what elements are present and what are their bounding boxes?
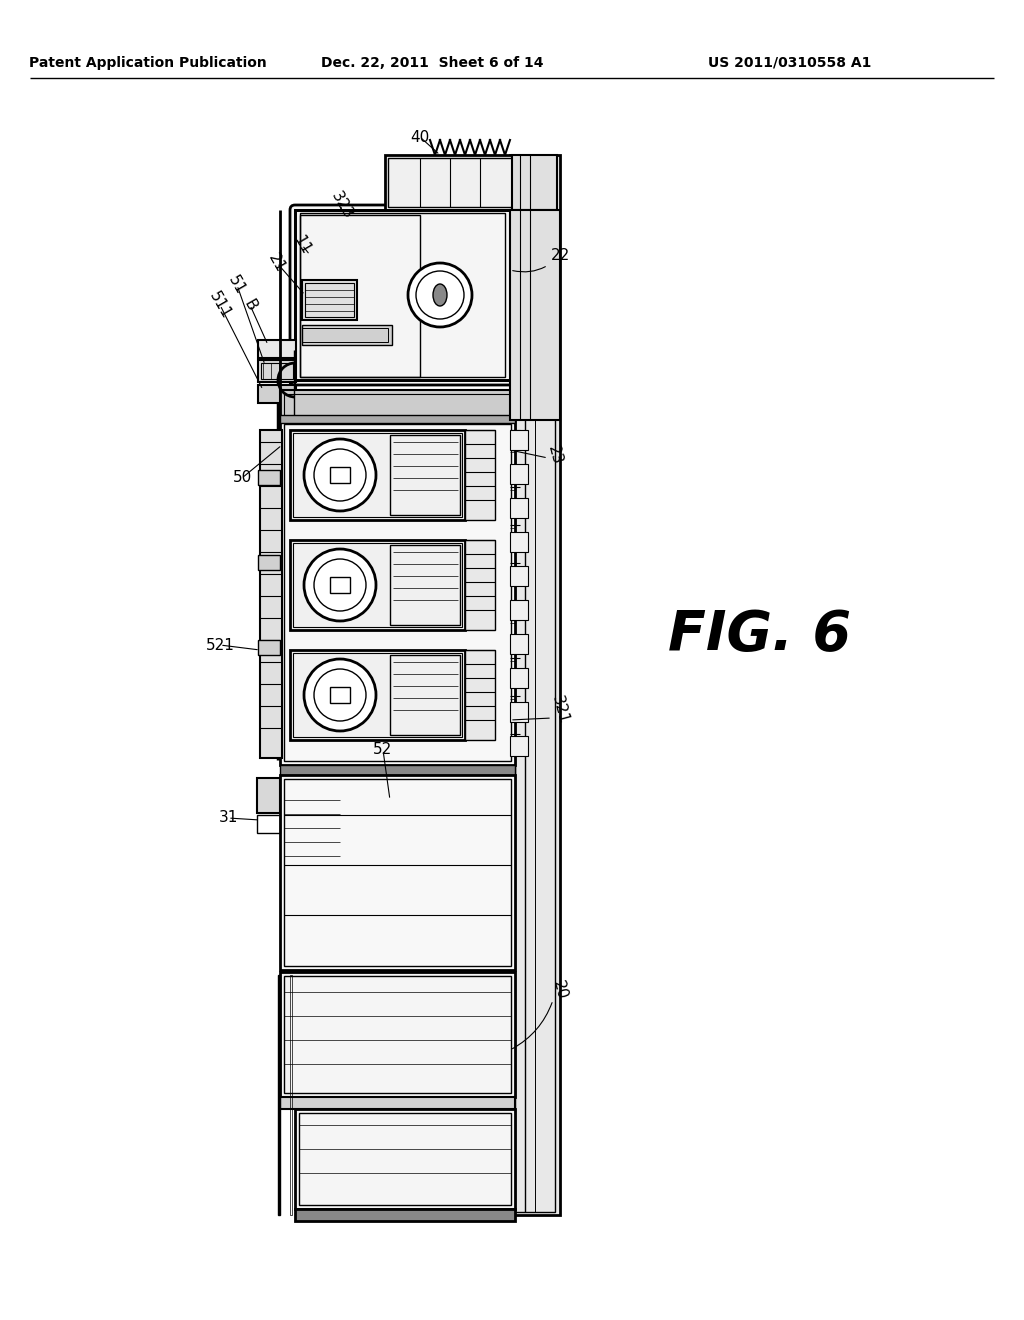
Bar bbox=[510, 210, 560, 420]
Bar bbox=[290, 430, 465, 520]
Bar bbox=[385, 154, 515, 210]
Text: 23: 23 bbox=[545, 444, 565, 466]
Text: 52: 52 bbox=[374, 742, 392, 758]
Bar bbox=[510, 532, 528, 552]
Bar bbox=[510, 634, 528, 653]
Text: 22: 22 bbox=[513, 248, 569, 272]
Bar bbox=[330, 467, 350, 483]
Bar bbox=[465, 649, 495, 741]
Text: US 2011/0310558 A1: US 2011/0310558 A1 bbox=[709, 55, 871, 70]
Bar bbox=[290, 540, 465, 630]
Bar bbox=[280, 972, 515, 1097]
Ellipse shape bbox=[433, 284, 447, 306]
Bar bbox=[258, 385, 296, 403]
Bar bbox=[299, 1113, 511, 1205]
Bar bbox=[510, 154, 560, 1214]
Bar bbox=[302, 325, 392, 345]
Bar bbox=[284, 975, 511, 1093]
Text: 321: 321 bbox=[549, 694, 571, 726]
Bar bbox=[278, 975, 280, 1214]
Bar bbox=[260, 430, 282, 758]
Bar bbox=[305, 282, 354, 317]
Bar bbox=[284, 779, 511, 966]
Text: B: B bbox=[241, 297, 259, 313]
Bar bbox=[388, 158, 512, 207]
Bar bbox=[510, 737, 528, 756]
Bar bbox=[284, 424, 511, 762]
Bar bbox=[300, 215, 420, 378]
Bar bbox=[258, 554, 280, 570]
Text: 51: 51 bbox=[225, 273, 248, 297]
Circle shape bbox=[304, 549, 376, 620]
Text: 521: 521 bbox=[206, 638, 234, 652]
Text: Dec. 22, 2011  Sheet 6 of 14: Dec. 22, 2011 Sheet 6 of 14 bbox=[321, 55, 544, 70]
Bar bbox=[330, 577, 350, 593]
Bar bbox=[280, 775, 515, 970]
Bar bbox=[390, 655, 460, 735]
Text: 50: 50 bbox=[232, 470, 252, 486]
Bar bbox=[280, 420, 515, 766]
Bar bbox=[302, 280, 357, 319]
Bar bbox=[257, 814, 280, 833]
Text: FIG. 6: FIG. 6 bbox=[669, 609, 852, 663]
Bar bbox=[280, 1097, 515, 1109]
Bar bbox=[293, 543, 462, 627]
Bar bbox=[261, 363, 293, 379]
Bar bbox=[465, 540, 495, 630]
Bar bbox=[293, 433, 462, 517]
Bar bbox=[295, 1109, 515, 1209]
Circle shape bbox=[408, 263, 472, 327]
Bar bbox=[390, 545, 460, 624]
Bar bbox=[258, 341, 296, 358]
Bar bbox=[510, 430, 528, 450]
Bar bbox=[258, 470, 280, 484]
Bar bbox=[258, 640, 280, 655]
Bar bbox=[512, 154, 557, 210]
Text: 21: 21 bbox=[265, 251, 289, 275]
Bar bbox=[510, 566, 528, 586]
Bar bbox=[510, 601, 528, 620]
Bar bbox=[515, 158, 555, 1212]
Bar bbox=[510, 465, 528, 484]
Bar bbox=[280, 766, 515, 775]
Bar bbox=[300, 213, 505, 378]
Bar bbox=[510, 668, 528, 688]
Bar bbox=[295, 1209, 515, 1221]
Bar bbox=[510, 702, 528, 722]
Text: 511: 511 bbox=[206, 289, 233, 321]
Text: 20: 20 bbox=[550, 978, 569, 1002]
Bar bbox=[280, 414, 515, 422]
Bar bbox=[302, 327, 388, 342]
Bar bbox=[258, 360, 296, 381]
Bar bbox=[290, 649, 465, 741]
Circle shape bbox=[304, 440, 376, 511]
Bar bbox=[257, 777, 280, 813]
Bar bbox=[510, 498, 528, 517]
Text: 31: 31 bbox=[218, 810, 238, 825]
Bar bbox=[284, 393, 511, 416]
Bar bbox=[330, 686, 350, 704]
Circle shape bbox=[304, 659, 376, 731]
Bar bbox=[293, 653, 462, 737]
Bar bbox=[290, 975, 292, 1214]
FancyBboxPatch shape bbox=[290, 205, 515, 385]
Text: 11: 11 bbox=[291, 232, 313, 257]
Bar bbox=[295, 210, 510, 380]
Text: 40: 40 bbox=[411, 129, 430, 144]
Bar bbox=[280, 389, 515, 420]
Bar bbox=[465, 430, 495, 520]
Text: Patent Application Publication: Patent Application Publication bbox=[29, 55, 267, 70]
Bar bbox=[390, 436, 460, 515]
Text: 323: 323 bbox=[329, 189, 355, 222]
Bar bbox=[295, 210, 510, 380]
